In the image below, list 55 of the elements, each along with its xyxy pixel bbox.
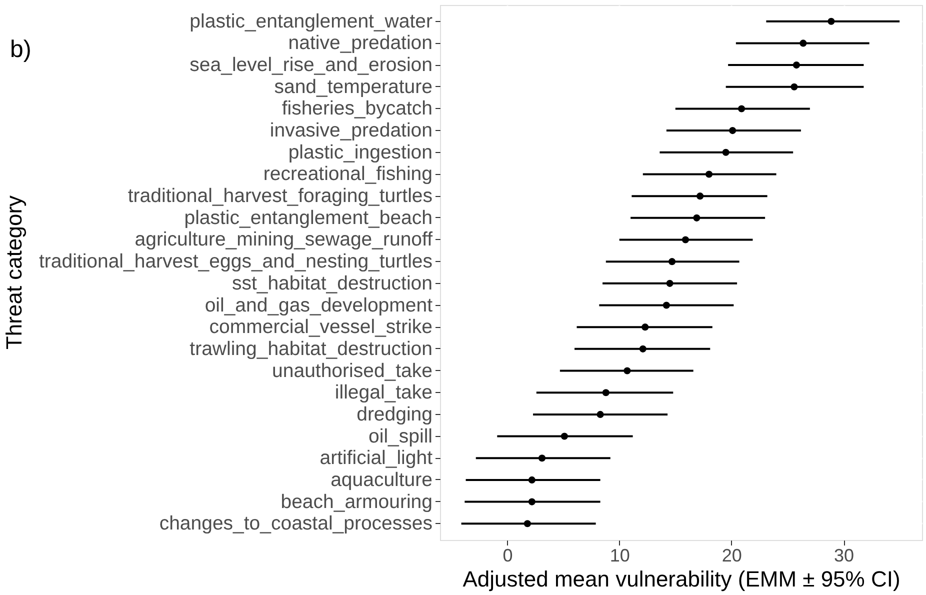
point <box>524 520 531 528</box>
point <box>639 345 646 352</box>
point <box>722 148 730 156</box>
point <box>729 127 736 134</box>
point <box>693 214 700 222</box>
x-tick-label: 10 <box>610 546 630 566</box>
y-tick-label: sand_temperature <box>274 76 432 98</box>
point <box>790 83 798 90</box>
y-tick-label: oil_and_gas_development <box>204 294 434 316</box>
y-tick-label: agriculture_mining_sewage_runoff <box>134 228 434 251</box>
y-tick-label: native_predation <box>288 32 432 54</box>
y-tick-label: traditional_harvest_eggs_and_nesting_turtles <box>38 250 433 273</box>
point <box>828 18 835 25</box>
y-tick-label: illegal_take <box>334 382 432 404</box>
point <box>642 324 649 331</box>
point <box>528 498 536 506</box>
y-tick-label: recreational_fishing <box>263 163 432 186</box>
y-tick-label: fisheries_bycatch <box>282 98 432 120</box>
y-tick-label: invasive_predation <box>270 120 432 142</box>
point <box>800 40 807 47</box>
y-tick-label: trawling_habitat_destruction <box>190 338 432 360</box>
x-tick-label: 0 <box>502 546 513 566</box>
point <box>682 236 690 244</box>
point <box>696 192 704 200</box>
y-tick-label: beach_armouring <box>280 490 432 513</box>
x-tick-label: 20 <box>722 546 742 566</box>
y-tick-label: plastic_ingestion <box>288 141 432 164</box>
y-tick-label: artificial_light <box>320 447 434 470</box>
y-tick-label: unauthorised_take <box>272 360 432 382</box>
y-tick-label: plastic_entanglement_beach <box>184 206 432 229</box>
point <box>738 105 746 112</box>
y-axis-title: Threat category <box>2 195 26 350</box>
x-axis-title: Adjusted mean vulnerability (EMM ± 95% CI) <box>462 566 900 592</box>
point <box>792 62 800 69</box>
point <box>666 280 674 287</box>
point <box>602 389 610 396</box>
y-tick-label: oil_spill <box>368 425 432 448</box>
text: b) <box>10 36 32 63</box>
point <box>538 454 546 462</box>
y-tick-label: commercial_vessel_strike <box>209 316 432 338</box>
point <box>662 302 670 309</box>
y-tick-label: aquaculture <box>330 468 432 491</box>
y-tick-label: traditional_harvest_foraging_turtles <box>128 185 433 208</box>
y-tick-label: plastic_entanglement_water <box>190 10 433 32</box>
point <box>624 367 631 374</box>
point <box>596 410 604 418</box>
point <box>668 258 676 266</box>
x-tick-label: 30 <box>834 546 854 566</box>
y-tick-label: sst_habitat_destruction <box>232 272 432 294</box>
point <box>560 432 568 440</box>
y-tick-label: dredging <box>356 403 432 426</box>
y-tick-label: changes_to_coastal_processes <box>159 512 433 535</box>
point <box>705 170 713 178</box>
y-tick-label: sea_level_rise_and_erosion <box>190 54 432 76</box>
point <box>528 476 536 484</box>
